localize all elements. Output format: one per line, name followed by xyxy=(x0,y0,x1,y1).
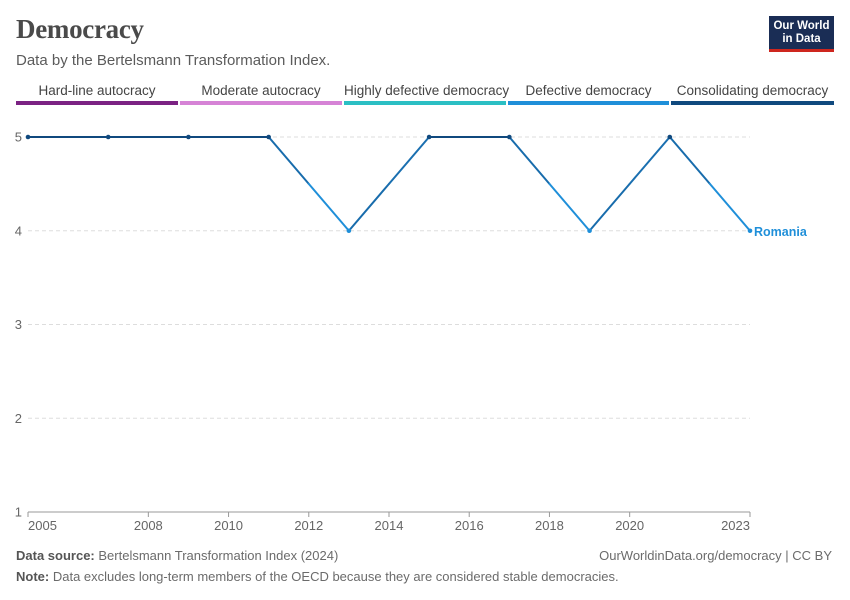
legend-item-defective-democracy[interactable]: Defective democracy xyxy=(508,83,669,105)
logo-line-1: Our World xyxy=(773,20,830,32)
x-tick-label: 2023 xyxy=(721,518,750,533)
series-line-segment xyxy=(347,182,390,232)
data-point xyxy=(426,134,432,140)
note-text: Data excludes long-term members of the O… xyxy=(52,569,619,584)
data-point xyxy=(587,228,592,234)
legend-swatch xyxy=(180,101,342,105)
data-source: Data source: Bertelsmann Transformation … xyxy=(16,548,338,563)
legend-label: Hard-line autocracy xyxy=(38,83,156,98)
x-tick-label: 2018 xyxy=(535,518,564,533)
source-url[interactable]: OurWorldinData.org/democracy | CC BY xyxy=(599,548,832,563)
legend-item-highly-defective-democracy[interactable]: Highly defective democracy xyxy=(344,83,510,105)
legend-item-moderate-autocracy[interactable]: Moderate autocracy xyxy=(180,83,342,105)
data-point xyxy=(105,134,111,140)
legend-label: Highly defective democracy xyxy=(344,83,510,98)
chart-title: Democracy xyxy=(16,14,144,44)
chart-subtitle: Data by the Bertelsmann Transformation I… xyxy=(16,52,331,69)
series-line-segment xyxy=(668,136,711,185)
series-label-romania: Romania xyxy=(754,225,808,239)
data-source-label: Data source: xyxy=(16,548,95,563)
legend-swatch xyxy=(671,101,834,105)
legend-swatch xyxy=(508,101,669,105)
legend-label: Defective democracy xyxy=(525,83,652,98)
chart-note: Note: Data excludes long-term members of… xyxy=(16,569,619,584)
series-line-segment xyxy=(508,136,551,185)
y-tick-label: 3 xyxy=(15,317,22,332)
y-tick-label: 4 xyxy=(15,223,22,238)
legend-item-consolidating-democracy[interactable]: Consolidating democracy xyxy=(671,83,834,105)
note-label: Note: xyxy=(16,569,50,584)
x-tick-label: 2010 xyxy=(214,518,243,533)
y-tick-label: 5 xyxy=(15,130,22,145)
series-line-segment xyxy=(388,136,431,185)
data-source-text: Bertelsmann Transformation Index (2024) xyxy=(98,548,339,563)
x-tick-label: 2005 xyxy=(28,518,57,533)
series-line-segment xyxy=(307,182,350,232)
data-point xyxy=(747,228,753,234)
y-tick-label: 1 xyxy=(15,505,22,520)
x-tick-label: 2020 xyxy=(615,518,644,533)
data-point xyxy=(667,134,673,140)
owid-logo[interactable]: Our World in Data xyxy=(769,16,834,52)
series-line-segment xyxy=(708,182,751,232)
x-tick-label: 2012 xyxy=(294,518,323,533)
x-tick-label: 2014 xyxy=(375,518,404,533)
series-line-segment xyxy=(588,182,631,232)
series-line-segment xyxy=(628,136,671,185)
y-tick-label: 2 xyxy=(15,411,22,426)
legend-swatch xyxy=(344,101,506,105)
legend-label: Moderate autocracy xyxy=(201,83,321,98)
legend-swatch xyxy=(16,101,178,105)
legend-item-hard-line-autocracy[interactable]: Hard-line autocracy xyxy=(16,83,178,105)
data-point xyxy=(266,134,271,140)
data-point xyxy=(346,228,352,234)
x-tick-label: 2008 xyxy=(134,518,163,533)
x-tick-label: 2016 xyxy=(455,518,484,533)
series-line-segment xyxy=(267,136,310,185)
data-point xyxy=(507,134,512,140)
data-point xyxy=(186,134,191,140)
series-line-segment xyxy=(548,182,591,232)
data-point xyxy=(25,134,31,140)
logo-line-2: in Data xyxy=(782,33,821,45)
legend-label: Consolidating democracy xyxy=(676,83,829,98)
